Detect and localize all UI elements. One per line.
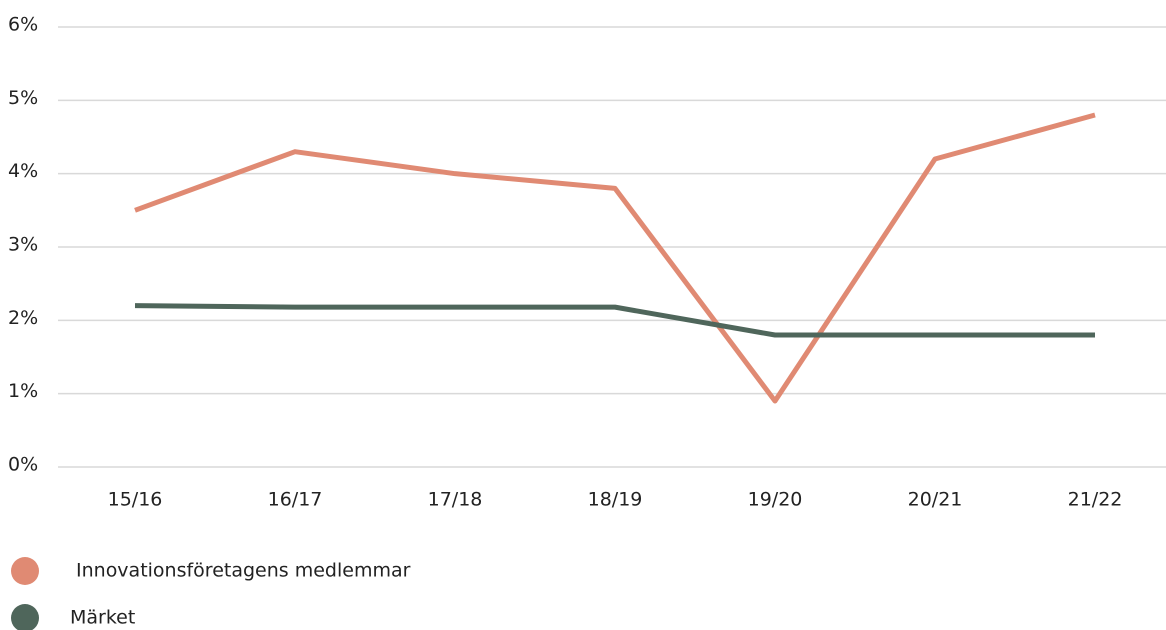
y-tick-label: 4% — [8, 160, 38, 182]
x-tick-label: 20/21 — [908, 489, 963, 511]
legend-label: Märket — [70, 607, 135, 629]
x-tick-label: 16/17 — [268, 489, 323, 511]
y-tick-label: 5% — [8, 87, 38, 109]
x-tick-label: 18/19 — [588, 489, 643, 511]
y-tick-label: 0% — [8, 454, 38, 476]
series-line — [134, 303, 1095, 338]
y-tick-label: 1% — [8, 380, 38, 402]
y-tick-label: 2% — [8, 307, 38, 329]
legend-marker — [11, 604, 39, 630]
x-tick-label: 17/18 — [428, 489, 483, 511]
x-tick-label: 21/22 — [1068, 489, 1123, 511]
series-line — [134, 112, 1096, 404]
legend-label: Innovationsföretagens medlemmar — [76, 560, 411, 582]
legend-marker — [11, 557, 39, 585]
y-tick-label: 6% — [8, 14, 38, 36]
x-tick-label: 15/16 — [108, 489, 163, 511]
x-tick-label: 19/20 — [748, 489, 803, 511]
y-tick-label: 3% — [8, 234, 38, 256]
